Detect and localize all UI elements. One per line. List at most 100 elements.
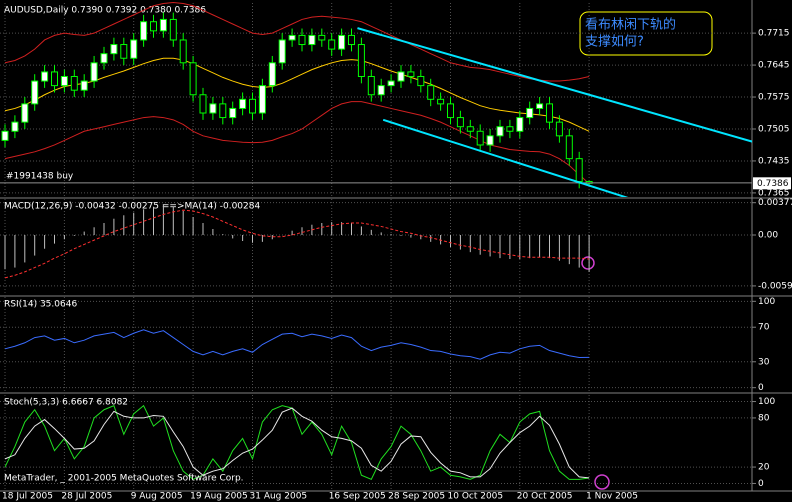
y-tick-label: 0.7435 xyxy=(758,156,790,166)
candle-body xyxy=(338,34,346,50)
indicator-line xyxy=(4,404,590,480)
trendline xyxy=(357,27,752,143)
indicator-line xyxy=(4,329,590,360)
y-tick-label: 0.00 xyxy=(758,231,778,241)
y-tick-label: 30 xyxy=(758,357,770,367)
y-tick-label: 0.7715 xyxy=(758,29,790,39)
candle-body xyxy=(298,34,306,46)
candle-body xyxy=(328,39,336,50)
candle-body xyxy=(575,158,583,182)
annotation-box xyxy=(579,11,713,56)
candle-body xyxy=(397,71,405,82)
indicator-line xyxy=(4,407,590,479)
x-tick-label: 10 Oct 2005 xyxy=(448,492,504,502)
candle-body xyxy=(546,103,553,123)
candle-body xyxy=(219,103,227,119)
candle-body xyxy=(51,71,58,87)
candle-body xyxy=(417,75,425,87)
candle-body xyxy=(70,75,78,91)
candle-body xyxy=(536,103,544,109)
x-tick-label: 16 Sep 2005 xyxy=(329,492,386,502)
footer: MetaTrader, _ 2001-2005 MetaQuotes Softw… xyxy=(4,474,244,484)
candle-body xyxy=(268,62,276,87)
candle-body xyxy=(140,21,148,41)
annotation: 看布林闲下轨的 xyxy=(585,17,676,33)
candle-body xyxy=(555,121,563,137)
candle-body xyxy=(565,135,573,160)
candle-body xyxy=(150,21,157,32)
candle-body xyxy=(11,121,19,132)
candle-body xyxy=(288,34,296,41)
order-label: #1991438 buy xyxy=(6,171,74,181)
highlight-circle xyxy=(581,256,595,270)
candle-body xyxy=(526,107,534,119)
candle-body xyxy=(367,75,375,96)
candle-body xyxy=(486,135,494,146)
candle-body xyxy=(447,103,454,119)
x-tick-label: 28 Sep 2005 xyxy=(388,492,445,502)
candle-body xyxy=(239,98,247,109)
x-tick-label: 18 Jul 2005 xyxy=(2,492,53,502)
pane-title: Stoch(5,3,3) 6.6667 6.8082 xyxy=(4,398,128,408)
x-tick-label: 9 Aug 2005 xyxy=(131,492,183,502)
candle-body xyxy=(506,126,514,132)
candle-body xyxy=(516,117,524,132)
candle-body xyxy=(357,44,365,77)
annotation: 支撑如何? xyxy=(585,34,644,50)
x-tick-label: 19 Aug 2005 xyxy=(190,492,248,502)
candle-body xyxy=(189,62,197,96)
candle-body xyxy=(100,53,108,64)
y-tick-label: 20 xyxy=(758,463,770,473)
candle-body xyxy=(377,85,385,96)
price-label: 0.7386 xyxy=(757,179,789,189)
candle-body xyxy=(199,94,207,114)
y-tick-label: 0.7505 xyxy=(758,124,790,134)
trendline xyxy=(382,118,629,197)
candle-body xyxy=(407,71,415,77)
candle-body xyxy=(209,103,217,114)
candle-body xyxy=(229,107,237,119)
candle-body xyxy=(258,85,266,114)
y-tick-label: 0.00377 xyxy=(758,198,792,208)
overlay-line xyxy=(4,57,590,132)
y-tick-label: 80 xyxy=(758,413,770,423)
candle-body xyxy=(427,85,435,100)
x-tick-label: 1 Nov 2005 xyxy=(586,492,638,502)
candle-body xyxy=(110,44,118,55)
y-tick-label: 0.7575 xyxy=(758,93,790,103)
candle-body xyxy=(80,80,88,91)
pane-title: AUDUSD,Daily 0.7390 0.7392 0.7380 0.7386 xyxy=(4,6,206,16)
y-tick-label: 0.7365 xyxy=(758,188,790,198)
pane-title: MACD(12,26,9) -0.00432 -0.00275 ==>MA(14… xyxy=(4,202,260,212)
x-tick-label: 31 Aug 2005 xyxy=(250,492,308,502)
candle-body xyxy=(466,126,474,132)
y-tick-label: 100 xyxy=(758,297,775,307)
candle-body xyxy=(1,130,9,141)
y-tick-label: 0 xyxy=(758,383,764,393)
y-tick-label: 0 xyxy=(758,479,764,489)
candle-body xyxy=(318,34,326,41)
candle-body xyxy=(278,39,286,64)
candle-body xyxy=(90,62,98,82)
candle-body xyxy=(60,75,68,87)
y-tick-label: -0.00594 xyxy=(758,281,792,291)
candle-body xyxy=(249,98,256,114)
candle-body xyxy=(437,98,445,105)
pane-title: RSI(14) 35.0646 xyxy=(4,300,77,310)
candle-body xyxy=(387,80,395,87)
price-label-box xyxy=(753,177,791,190)
candle-body xyxy=(41,71,49,82)
overlay-line xyxy=(4,2,590,82)
candle-body xyxy=(348,34,355,46)
candle-body xyxy=(169,18,177,41)
candle-body xyxy=(476,130,484,146)
y-tick-label: 100 xyxy=(758,397,775,407)
candle-body xyxy=(179,39,187,64)
candle-body xyxy=(308,34,316,46)
x-tick-label: 20 Oct 2005 xyxy=(517,492,573,502)
candle-body xyxy=(456,117,464,128)
candle-body xyxy=(21,103,29,123)
candle-body xyxy=(159,18,167,32)
